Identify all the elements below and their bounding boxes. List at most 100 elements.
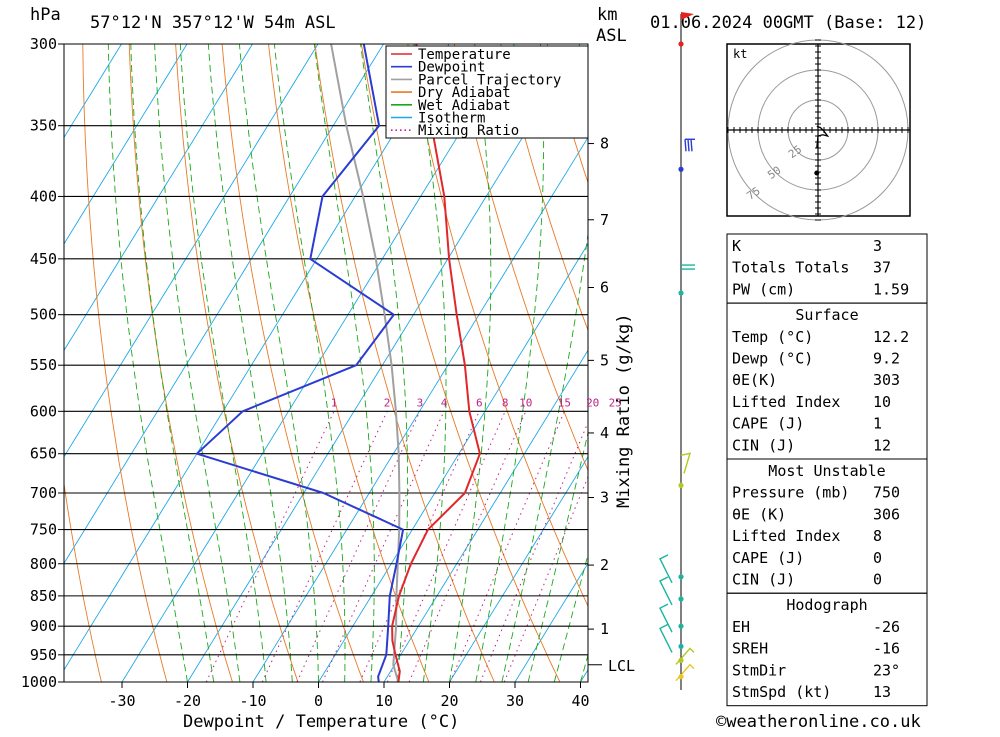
hodograph-table-row-value: 13 bbox=[873, 683, 891, 701]
surface-row-label: CAPE (J) bbox=[732, 415, 804, 433]
profile-lines bbox=[195, 44, 481, 682]
wind-barb bbox=[687, 139, 690, 152]
surface-row-value: 9.2 bbox=[873, 350, 900, 368]
location-title: 57°12'N 357°12'W 54m ASL bbox=[90, 13, 336, 33]
most-unstable-row-value: 0 bbox=[873, 549, 882, 567]
plot-frame bbox=[63, 43, 589, 683]
pressure-tick-label: 650 bbox=[30, 445, 57, 463]
legend-entry: Parcel Trajectory bbox=[418, 72, 561, 88]
indices-row-label: K bbox=[732, 237, 741, 255]
dry-adiabat-line bbox=[221, 44, 364, 682]
isotherm-line bbox=[318, 243, 588, 682]
wind-level-marker bbox=[678, 482, 684, 488]
height-tick-label: 2 bbox=[600, 556, 609, 574]
wet-adiabat-line bbox=[413, 44, 447, 682]
height-tick-label: 1 bbox=[600, 620, 609, 638]
mixing-ratio-label: 8 bbox=[502, 396, 509, 409]
wet-adiabat-line bbox=[154, 44, 241, 682]
height-tick-label: 8 bbox=[600, 135, 609, 153]
hodograph-table-row-label: SREH bbox=[732, 640, 768, 658]
hodograph-ring-label: 75 bbox=[744, 184, 762, 202]
isotherm-line bbox=[121, 44, 515, 682]
mixing-ratio-line bbox=[359, 411, 480, 682]
temperature-line bbox=[391, 44, 481, 682]
indices-row-value: 37 bbox=[873, 259, 891, 277]
hodograph-table-row-value: -16 bbox=[873, 640, 900, 658]
hodograph-trace bbox=[816, 125, 830, 149]
pressure-tick-label: 700 bbox=[30, 484, 57, 502]
pressure-tick-label: 400 bbox=[30, 187, 57, 205]
wind-barb bbox=[659, 623, 673, 653]
height-axis: 8 7 6 5 4 3 2 1 LCL bbox=[588, 135, 635, 675]
wet-adiabat-line bbox=[107, 44, 188, 682]
mixing-ratio-label: 15 bbox=[558, 396, 571, 409]
parcel-trajectory-line bbox=[330, 44, 401, 682]
legend-entry: Mixing Ratio bbox=[418, 123, 519, 139]
pressure-tick-label: 450 bbox=[30, 250, 57, 268]
temperature-tick-label: -10 bbox=[239, 692, 266, 710]
mixing-ratio-line bbox=[386, 411, 506, 682]
dry-adiabat-line bbox=[500, 44, 588, 332]
surface-row-value: 1 bbox=[873, 415, 882, 433]
legend-box bbox=[385, 45, 589, 139]
lcl-label: LCL bbox=[608, 657, 635, 675]
wet-adiabat-line bbox=[475, 44, 545, 682]
legend-entry: Wet Adiabat bbox=[418, 98, 511, 114]
wind-level-marker bbox=[678, 290, 684, 296]
hodograph-unit: kt bbox=[733, 47, 747, 61]
mixing-ratio-line bbox=[205, 411, 335, 682]
isotherm-line bbox=[64, 44, 450, 671]
most-unstable-row-value: 306 bbox=[873, 505, 900, 523]
most-unstable-row-value: 750 bbox=[873, 484, 900, 502]
temperature-tick-label: 10 bbox=[375, 692, 393, 710]
wind-profile bbox=[659, 12, 695, 690]
isotherm-line bbox=[64, 44, 122, 139]
legend-entry: Isotherm bbox=[418, 111, 485, 127]
surface-row-value: 12 bbox=[873, 436, 891, 454]
pressure-tick-label: 600 bbox=[30, 402, 57, 420]
mixing-ratio-label: 4 bbox=[441, 396, 448, 409]
temperature-axis: -30 -20 -10 0 10 20 30 40 bbox=[108, 682, 590, 710]
wind-barb bbox=[680, 452, 692, 474]
hodograph-table-row-value: 23° bbox=[873, 661, 900, 679]
km-unit-label: km bbox=[597, 5, 617, 25]
pressure-tick-label: 350 bbox=[30, 117, 57, 135]
most-unstable-row-value: 0 bbox=[873, 571, 882, 589]
hpa-unit-label: hPa bbox=[30, 5, 61, 25]
mixing-ratio-line bbox=[479, 421, 588, 682]
wind-level-marker bbox=[678, 596, 684, 602]
dewpoint-line bbox=[195, 44, 405, 682]
indices-row-value: 3 bbox=[873, 237, 882, 255]
surface-row-value: 303 bbox=[873, 371, 900, 389]
surface-row-value: 12.2 bbox=[873, 328, 909, 346]
surface-row-value: 10 bbox=[873, 393, 891, 411]
isotherm-line bbox=[64, 44, 384, 565]
mixing-ratio-label: 25 bbox=[609, 396, 622, 409]
wet-adiabat-line bbox=[313, 44, 375, 682]
legend-entry: Dewpoint bbox=[418, 60, 485, 76]
surface-row-label: θE(K) bbox=[732, 371, 777, 389]
surface-title: Surface bbox=[795, 306, 858, 324]
wet-adiabat-line bbox=[501, 230, 588, 682]
wind-barb bbox=[659, 576, 673, 606]
surface-row-label: CIN (J) bbox=[732, 436, 795, 454]
indices-row-label: PW (cm) bbox=[732, 280, 795, 298]
mixing-ratio-axis-title: Mixing Ratio (g/kg) bbox=[614, 314, 634, 508]
mixing-ratio-label: 2 bbox=[384, 396, 391, 409]
wind-barb bbox=[659, 603, 673, 633]
mixing-ratio-line bbox=[408, 411, 527, 682]
x-axis-title: Dewpoint / Temperature (°C) bbox=[183, 712, 459, 732]
legend-entry: Temperature bbox=[418, 47, 511, 63]
wet-adiabat-line bbox=[179, 44, 267, 682]
hodograph-table-row-label: StmDir bbox=[732, 661, 786, 679]
hodograph-table-row-label: EH bbox=[732, 618, 750, 636]
wet-adiabat-line bbox=[273, 44, 346, 682]
wind-level-marker bbox=[678, 674, 684, 680]
pressure-tick-label: 550 bbox=[30, 356, 57, 374]
dry-adiabat-line bbox=[965, 44, 1000, 682]
mixing-ratio-line bbox=[261, 411, 388, 682]
hodograph-table-row-label: StmSpd (kt) bbox=[732, 683, 831, 701]
wind-barb bbox=[681, 12, 694, 20]
pressure-tick-label: 1000 bbox=[21, 673, 57, 691]
